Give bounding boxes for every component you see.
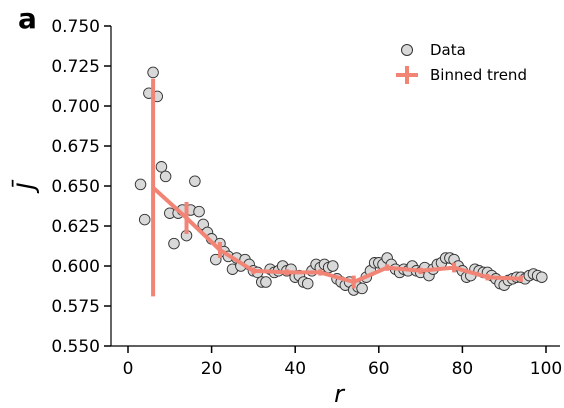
data-point xyxy=(159,170,172,183)
data-point xyxy=(536,271,548,283)
y-tick-label: 0.625 xyxy=(51,217,100,237)
y-tick-label: 0.700 xyxy=(51,97,100,117)
data-points xyxy=(134,66,548,296)
x-tick-label: 20 xyxy=(201,359,223,379)
plot-area xyxy=(134,66,548,297)
data-point xyxy=(168,237,180,250)
y-tick-label: 0.600 xyxy=(51,257,100,277)
y-tick-label: 0.675 xyxy=(51,137,100,157)
data-point xyxy=(155,161,168,173)
axes: 0.550 0.575 0.600 0.625 0.650 0.675 0.700 0.725… xyxy=(51,17,562,379)
y-axis-label: J̄ xyxy=(11,180,40,194)
data-point xyxy=(147,66,159,79)
x-tick-label: 0 xyxy=(123,359,134,379)
data-point xyxy=(193,205,205,218)
y-tick-label: 0.750 xyxy=(51,17,100,37)
data-point xyxy=(260,276,272,288)
y-tick-label: 0.725 xyxy=(51,57,100,77)
y-tick-label: 0.650 xyxy=(51,177,100,197)
x-axis-label: r xyxy=(334,380,346,408)
panel-label: a xyxy=(18,2,37,35)
data-point xyxy=(327,260,339,272)
data-point xyxy=(138,213,151,226)
legend-label-data: Data xyxy=(430,41,466,59)
legend-label-binned-trend: Binned trend xyxy=(430,66,527,84)
x-tick-label: 40 xyxy=(284,359,306,379)
y-tick-label: 0.550 xyxy=(51,337,100,357)
data-point xyxy=(356,282,368,295)
data-point xyxy=(301,277,314,290)
trend-line xyxy=(151,186,522,284)
y-tick-label: 0.575 xyxy=(51,297,100,317)
x-tick-label: 60 xyxy=(368,359,390,379)
data-point xyxy=(134,178,147,191)
legend: Data Binned trend xyxy=(396,41,527,84)
x-tick-label: 100 xyxy=(530,359,562,379)
data-point xyxy=(189,175,201,187)
legend-marker-data xyxy=(401,44,413,56)
x-tick-label: 80 xyxy=(452,359,474,379)
